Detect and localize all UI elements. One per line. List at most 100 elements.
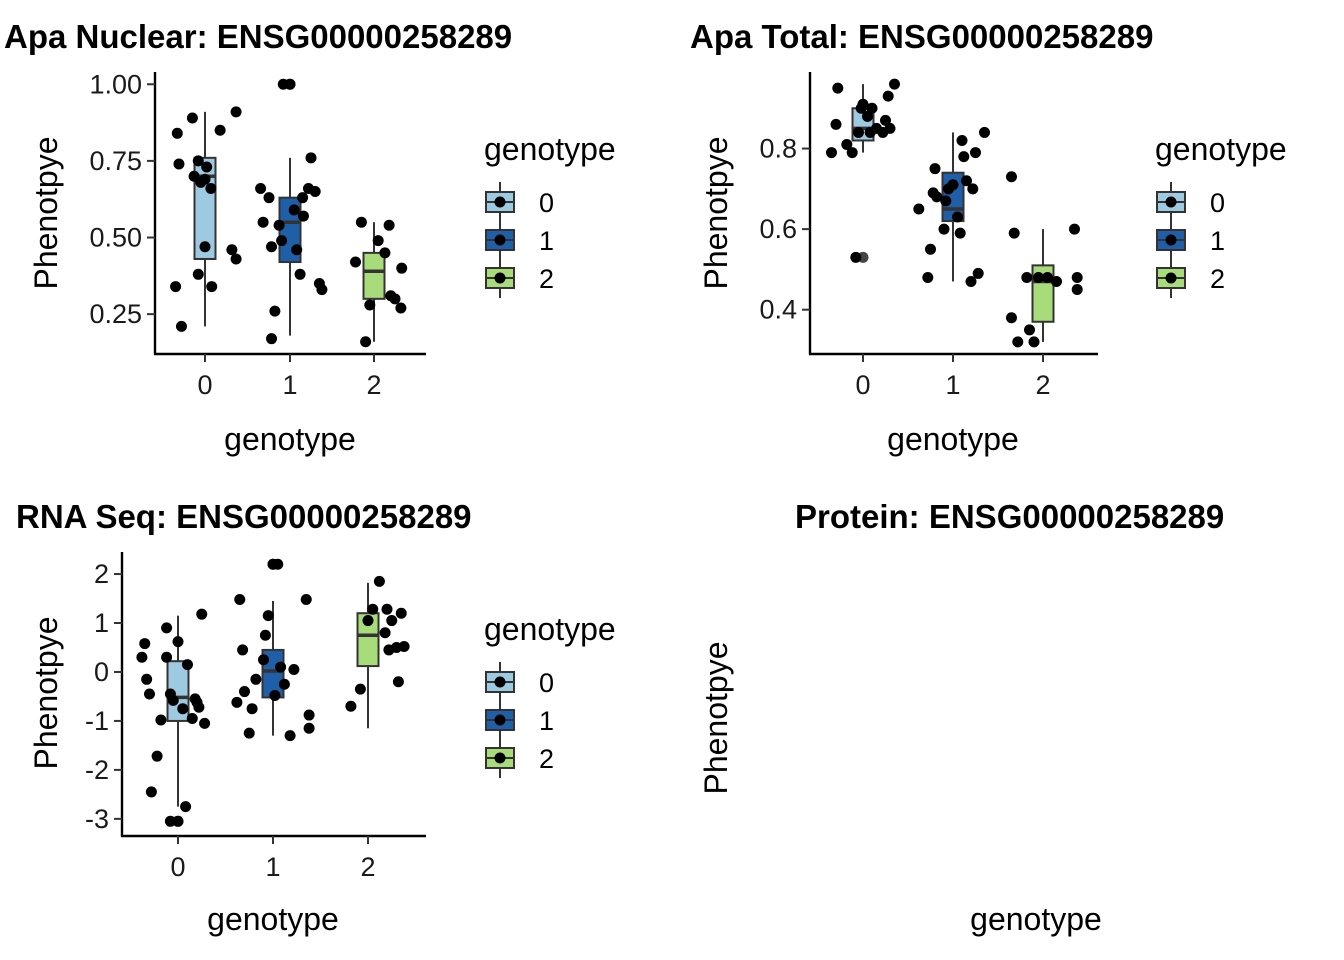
data-point (1006, 171, 1017, 183)
x-tick-label: 2 (366, 370, 381, 400)
data-point (961, 175, 972, 187)
data-point (1071, 284, 1083, 296)
data-point (373, 575, 385, 587)
data-point (857, 98, 869, 110)
panel-title: Apa Total: ENSG00000258289 (690, 18, 1153, 55)
panel-title: Apa Nuclear: ENSG00000258289 (4, 18, 512, 55)
y-axis-title: Phenotpye (698, 136, 734, 289)
data-point (226, 244, 238, 256)
panel-rna-seq: RNA Seq: ENSG00000258289 -3 -2 -1 0 1 2 0 1 2 Phe… (16, 498, 616, 937)
data-point (360, 336, 372, 348)
y-tick-label: 1 (94, 608, 109, 638)
data-point (1069, 223, 1080, 235)
legend-label: 1 (1210, 226, 1225, 256)
data-point (164, 815, 176, 827)
data-point (940, 195, 952, 207)
x-tick-label: 1 (282, 370, 297, 400)
y-tick-label: 2 (94, 559, 109, 589)
data-point (913, 203, 925, 215)
x-axis-title: genotype (970, 901, 1102, 937)
data-point (170, 281, 182, 293)
x-tick-label: 0 (855, 370, 870, 400)
x-axis-title: genotype (887, 421, 1019, 457)
data-point (186, 112, 198, 124)
data-point (266, 333, 278, 345)
legend-label: 1 (539, 706, 554, 736)
data-point (288, 664, 300, 676)
x-axis-title: genotype (207, 901, 339, 937)
data-point (929, 163, 941, 175)
legend-key-point (494, 752, 506, 764)
legend-label: 0 (539, 188, 554, 218)
data-point (965, 275, 977, 287)
x-tick-label: 1 (945, 370, 960, 400)
data-point (175, 320, 187, 332)
data-point (303, 722, 315, 734)
data-point (922, 271, 934, 283)
y-tick-label: 0.4 (759, 295, 797, 325)
data-point (199, 173, 211, 185)
data-point (250, 673, 262, 685)
data-point (145, 786, 157, 798)
data-point (193, 701, 205, 713)
data-point (345, 700, 357, 712)
legend-key-point (1165, 234, 1177, 246)
x-tick-label: 1 (265, 852, 280, 882)
panel-protein: Protein: ENSG00000258289 Phenotpye genot… (698, 498, 1224, 937)
data-point (972, 267, 984, 279)
x-tick-label: 2 (360, 852, 375, 882)
data-point (938, 223, 950, 235)
data-point (136, 651, 148, 663)
data-point (239, 686, 250, 698)
box-genotype-2 (356, 612, 380, 668)
data-point (1024, 324, 1035, 336)
legend-label: 1 (539, 226, 554, 256)
data-point (947, 179, 959, 191)
data-point (362, 615, 374, 627)
data-point (275, 661, 287, 673)
data-point (205, 182, 217, 194)
data-point (958, 151, 970, 163)
data-point (263, 192, 275, 204)
data-point (954, 227, 966, 239)
data-point (354, 683, 366, 695)
legend-key-point (1165, 272, 1177, 284)
data-point (173, 158, 185, 170)
data-point (880, 114, 891, 126)
data-point (970, 147, 981, 159)
data-point (300, 593, 312, 605)
data-point (396, 262, 408, 274)
data-point (230, 106, 242, 118)
data-point (853, 126, 864, 138)
data-point (161, 622, 173, 634)
y-axis-title: Phenotpye (28, 136, 64, 289)
legend-title: genotype (484, 611, 616, 647)
panel-title: Protein: ENSG00000258289 (795, 498, 1224, 535)
data-point (303, 709, 315, 721)
data-point (269, 689, 281, 701)
legend-label: 2 (539, 744, 554, 774)
data-point (276, 235, 288, 247)
data-point (284, 730, 296, 742)
legend-label: 2 (1210, 264, 1225, 294)
data-point (866, 102, 878, 114)
data-point (230, 253, 242, 265)
panel-apa-nuclear: Apa Nuclear: ENSG00000258289 0.25 0.50 0.7… (4, 18, 616, 457)
data-point (192, 268, 204, 280)
data-point (246, 703, 258, 715)
data-point (956, 134, 968, 146)
data-point (297, 210, 309, 222)
legend-key-point (494, 676, 506, 688)
data-point (1051, 275, 1062, 287)
data-point (979, 126, 990, 138)
data-point (269, 305, 281, 317)
data-point (372, 235, 384, 247)
data-point (266, 241, 278, 253)
data-point (272, 558, 284, 570)
x-tick-label: 0 (170, 852, 185, 882)
data-point (367, 603, 379, 615)
y-tick-label: -2 (85, 755, 109, 785)
data-point (255, 182, 267, 194)
data-point (186, 712, 198, 724)
